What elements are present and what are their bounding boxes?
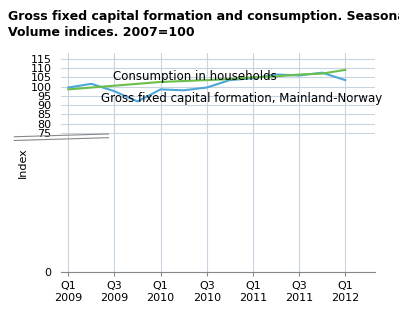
Text: Gross fixed capital formation and consumption. Seasonally adjusted.
Volume indic: Gross fixed capital formation and consum… <box>8 10 399 38</box>
Text: Consumption in households: Consumption in households <box>113 70 277 83</box>
Y-axis label: Index: Index <box>18 147 28 178</box>
Text: Gross fixed capital formation, Mainland-Norway: Gross fixed capital formation, Mainland-… <box>101 93 382 105</box>
